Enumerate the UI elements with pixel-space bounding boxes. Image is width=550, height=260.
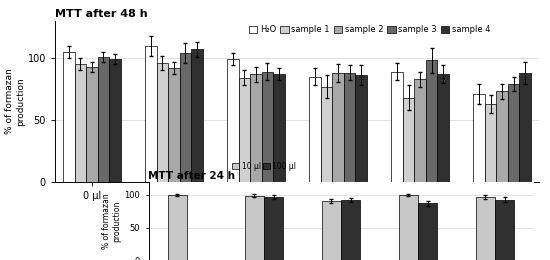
- Bar: [227, 59, 239, 182]
- Bar: [392, 72, 403, 182]
- Bar: [437, 74, 449, 182]
- Bar: [403, 98, 414, 182]
- Bar: [180, 53, 191, 182]
- Bar: [519, 73, 531, 182]
- Bar: [341, 200, 360, 260]
- Bar: [273, 74, 285, 182]
- Bar: [239, 78, 250, 182]
- Bar: [496, 92, 508, 182]
- Bar: [245, 196, 264, 260]
- Bar: [157, 63, 168, 182]
- Bar: [322, 201, 341, 260]
- Bar: [264, 197, 283, 260]
- Y-axis label: % of formazan
production: % of formazan production: [102, 193, 122, 249]
- Bar: [262, 72, 273, 182]
- Bar: [355, 75, 367, 182]
- Bar: [63, 52, 75, 182]
- Text: MTT after 48 h: MTT after 48 h: [55, 9, 147, 19]
- Bar: [414, 79, 426, 182]
- Bar: [309, 77, 321, 182]
- Bar: [98, 57, 109, 182]
- Bar: [109, 59, 120, 182]
- Bar: [321, 87, 332, 182]
- Y-axis label: % of formazan
production: % of formazan production: [6, 69, 25, 134]
- Bar: [426, 61, 437, 182]
- Bar: [508, 84, 519, 182]
- Bar: [332, 73, 344, 182]
- Text: MTT after 24 h: MTT after 24 h: [148, 171, 235, 181]
- Bar: [399, 195, 418, 260]
- Legend: H₂O, sample 1, sample 2, sample 3, sample 4: H₂O, sample 1, sample 2, sample 3, sampl…: [246, 22, 493, 37]
- Bar: [168, 68, 180, 182]
- Bar: [344, 73, 355, 182]
- Bar: [485, 104, 496, 182]
- Bar: [168, 195, 187, 260]
- Bar: [75, 64, 86, 182]
- Bar: [476, 197, 495, 260]
- Bar: [495, 200, 514, 260]
- Bar: [250, 74, 262, 182]
- Bar: [418, 203, 437, 260]
- Bar: [474, 94, 485, 182]
- Legend: 10 μl, 100 μl: 10 μl, 100 μl: [229, 159, 299, 174]
- Bar: [191, 49, 202, 182]
- Bar: [86, 67, 98, 182]
- Bar: [145, 46, 157, 182]
